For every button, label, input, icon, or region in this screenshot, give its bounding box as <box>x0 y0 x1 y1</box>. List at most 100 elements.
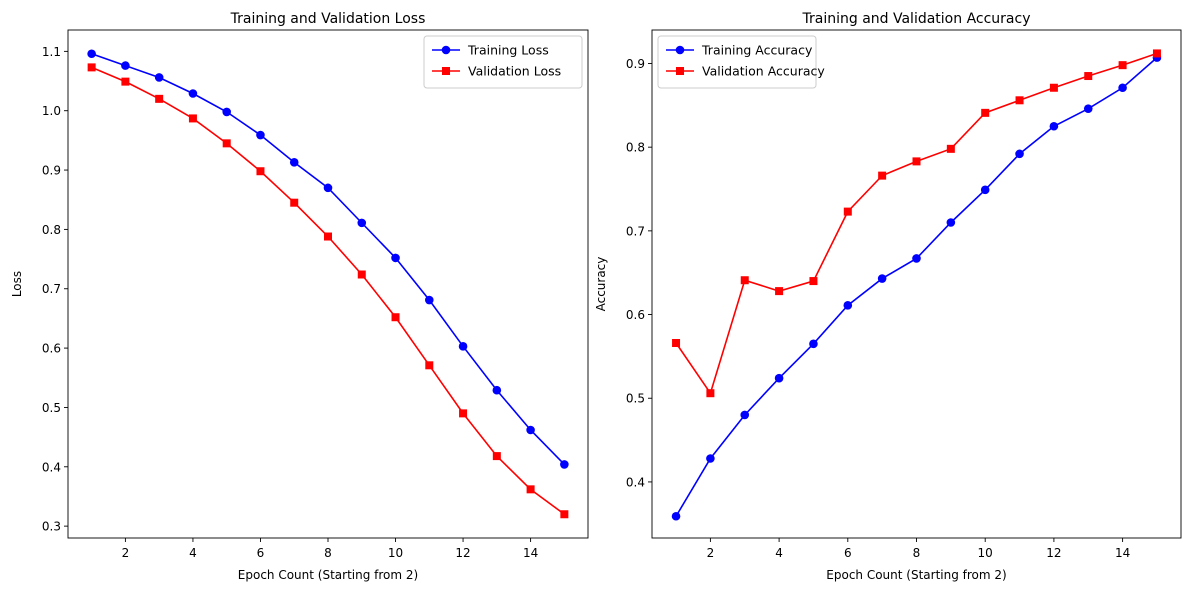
x-tick-label: 4 <box>775 546 783 560</box>
data-point <box>878 171 887 180</box>
series-training-loss <box>87 49 569 469</box>
series-line <box>91 66 565 515</box>
data-point <box>492 385 502 395</box>
data-point <box>424 295 434 305</box>
data-point <box>740 410 750 420</box>
legend: Training Accuracy Validation Accuracy <box>657 35 825 89</box>
data-point <box>843 207 852 216</box>
data-point <box>391 313 400 322</box>
data-point <box>809 339 818 349</box>
data-point <box>1118 61 1127 70</box>
y-tick-label: 0.9 <box>626 57 645 71</box>
legend-label: Training Loss <box>467 43 549 58</box>
data-point <box>980 185 990 195</box>
y-tick-label: 0.4 <box>626 475 645 489</box>
x-tick-label: 6 <box>844 546 852 560</box>
x-tick-label: 4 <box>189 546 197 560</box>
legend-marker <box>675 45 685 55</box>
y-tick-label: 0.4 <box>42 460 61 474</box>
data-point <box>809 277 818 286</box>
data-point <box>323 183 333 193</box>
chart-title: Training and Validation Accuracy <box>802 11 1031 27</box>
data-point <box>1049 121 1059 131</box>
data-point <box>1015 149 1024 159</box>
data-point <box>774 373 784 383</box>
plot-frame <box>67 29 589 539</box>
data-point <box>391 253 400 263</box>
data-point <box>671 511 681 521</box>
y-tick-label: 0.7 <box>42 282 61 296</box>
legend-label: Training Accuracy <box>701 43 813 58</box>
data-point <box>87 49 96 59</box>
x-tick-label: 12 <box>455 546 470 560</box>
data-point <box>222 139 231 148</box>
data-point <box>324 232 332 241</box>
data-point <box>912 157 921 166</box>
x-tick-label: 2 <box>122 546 130 560</box>
data-point <box>121 61 130 70</box>
data-point <box>526 425 535 435</box>
data-point <box>188 114 197 123</box>
data-point <box>672 339 681 348</box>
x-tick-label: 14 <box>1115 546 1130 560</box>
data-point <box>458 342 468 351</box>
chart-title: Training and Validation Loss <box>230 11 426 27</box>
x-axis-label: Epoch Count (Starting from 2) <box>826 568 1006 582</box>
data-point <box>357 218 367 228</box>
legend-box <box>657 35 817 89</box>
chart-panel-1: Training and Validation Loss 2 4 6 8 10 12 14 0.… <box>10 11 589 582</box>
data-point <box>1015 96 1024 105</box>
data-point <box>775 287 784 296</box>
y-axis-label: Loss <box>10 271 24 297</box>
series-validation-accuracy <box>672 49 1161 398</box>
data-point <box>946 144 955 153</box>
data-point <box>154 73 164 82</box>
y-tick-label: 0.8 <box>626 141 645 155</box>
x-tick-label: 8 <box>324 546 332 560</box>
legend-label: Validation Loss <box>468 64 561 79</box>
data-point <box>155 94 164 103</box>
y-tick-label: 1.1 <box>42 45 61 59</box>
y-tick-label: 0.6 <box>42 342 61 356</box>
data-point <box>1152 49 1161 58</box>
legend-box <box>423 35 583 89</box>
series-line <box>675 52 1158 396</box>
data-point <box>256 130 265 140</box>
data-point <box>1049 83 1058 92</box>
series-line <box>675 57 1158 517</box>
data-point <box>222 107 232 117</box>
data-point <box>425 361 434 370</box>
data-point <box>946 218 956 227</box>
data-point <box>877 274 887 283</box>
legend: Training Loss Validation Loss <box>423 35 583 89</box>
data-point <box>459 409 468 418</box>
legend-marker <box>442 67 450 75</box>
y-tick-label: 0.8 <box>42 223 61 237</box>
data-point <box>560 510 569 519</box>
data-point <box>981 108 990 117</box>
y-tick-label: 0.6 <box>626 308 645 322</box>
plot-frame <box>651 29 1182 539</box>
y-tick-label: 0.3 <box>42 520 61 534</box>
x-tick-label: 2 <box>707 546 715 560</box>
data-point <box>121 77 130 86</box>
x-tick-label: 8 <box>913 546 921 560</box>
y-tick-label: 0.7 <box>626 224 645 238</box>
data-point <box>526 485 535 494</box>
y-axis-label: Accuracy <box>594 257 608 312</box>
series-line <box>91 52 565 465</box>
x-tick-label: 6 <box>257 546 265 560</box>
y-tick-label: 0.9 <box>42 164 61 178</box>
x-tick-label: 12 <box>1046 546 1061 560</box>
legend-label: Validation Accuracy <box>702 64 825 79</box>
x-axis-label: Epoch Count (Starting from 2) <box>238 568 418 582</box>
data-point <box>290 198 299 207</box>
data-point <box>188 89 198 98</box>
data-point <box>87 63 96 72</box>
data-point <box>1084 72 1093 81</box>
series-validation-loss <box>87 63 569 519</box>
data-point <box>492 452 501 461</box>
series-training-accuracy <box>671 53 1162 521</box>
x-tick-label: 10 <box>388 546 403 560</box>
data-point <box>912 254 921 263</box>
